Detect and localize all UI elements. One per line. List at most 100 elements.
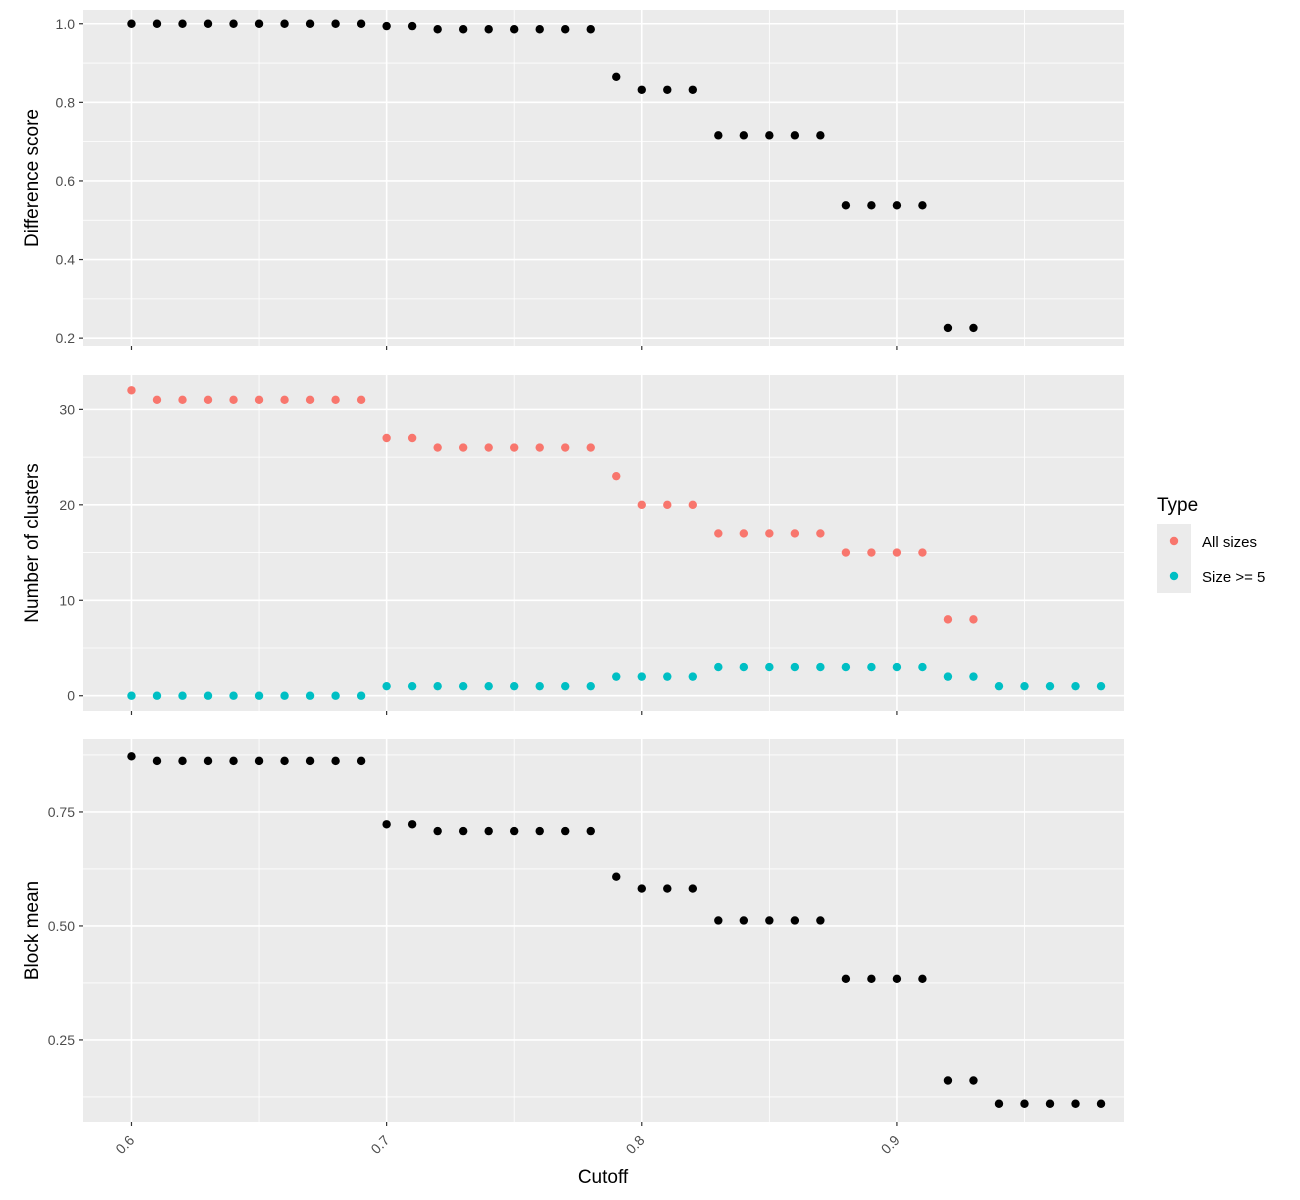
- data-point: [867, 662, 876, 672]
- data-point: [739, 916, 749, 925]
- data-point: [637, 884, 646, 893]
- x-tick-label: 0.6: [112, 1132, 137, 1157]
- y-tick-label: 0.25: [48, 1032, 75, 1048]
- data-point: [994, 681, 1004, 691]
- series-1: [127, 386, 978, 624]
- data-point: [509, 443, 519, 452]
- data-point: [407, 681, 417, 691]
- data-point: [509, 681, 519, 691]
- data-point: [203, 395, 213, 405]
- data-point: [382, 681, 391, 691]
- data-point: [969, 672, 978, 681]
- data-point: [663, 85, 672, 94]
- data-point: [305, 19, 315, 28]
- data-point: [280, 756, 289, 766]
- data-point: [152, 691, 162, 700]
- data-point: [458, 826, 468, 836]
- data-point: [407, 21, 417, 31]
- data-point: [867, 974, 876, 984]
- data-point: [739, 131, 749, 140]
- data-point: [790, 916, 800, 925]
- data-point: [688, 500, 698, 510]
- data-point: [612, 872, 621, 881]
- data-point: [1071, 681, 1080, 691]
- data-point: [356, 19, 366, 28]
- data-point: [484, 25, 493, 34]
- data-point: [458, 443, 468, 452]
- data-point: [841, 662, 851, 672]
- panel-2: 0 10 20 30 Number of clusters: [22, 375, 1124, 715]
- panel-1: 0.2 0.4 0.6 0.8 1.0 Difference score: [22, 10, 1124, 350]
- data-point: [152, 756, 162, 766]
- data-point: [407, 433, 417, 443]
- data-point: [254, 691, 264, 700]
- data-point: [586, 826, 595, 836]
- data-point: [203, 691, 213, 700]
- data-point: [765, 916, 774, 925]
- data-point: [127, 752, 136, 761]
- data-point: [484, 681, 493, 691]
- data-point: [739, 662, 749, 672]
- data-point: [509, 826, 519, 836]
- data-point: [203, 756, 213, 766]
- data-point: [586, 681, 595, 691]
- data-point: [969, 615, 978, 624]
- data-point: [1020, 1099, 1029, 1108]
- data-point: [994, 1099, 1004, 1108]
- data-point: [561, 826, 570, 836]
- y-tick-label: 20: [59, 497, 75, 513]
- data-point: [229, 19, 238, 28]
- y-tick-label: 0.2: [56, 330, 76, 346]
- panels-group: 0.2 0.4 0.6 0.8 1.0 Difference score 0 10 20 30 Nu…: [22, 10, 1124, 1126]
- legend-label-all-sizes: All sizes: [1202, 534, 1257, 551]
- data-point: [203, 19, 213, 28]
- data-point: [790, 131, 800, 140]
- data-point: [178, 395, 187, 405]
- data-point: [484, 443, 493, 452]
- y-tick-label: 10: [59, 592, 75, 608]
- data-point: [816, 662, 825, 672]
- x-tick-label: 0.7: [367, 1132, 392, 1157]
- data-point: [586, 443, 595, 452]
- data-point: [229, 691, 238, 700]
- data-point: [1020, 681, 1029, 691]
- data-point: [943, 1076, 953, 1085]
- data-point: [178, 691, 187, 700]
- data-point: [229, 756, 238, 766]
- data-point: [637, 85, 646, 94]
- data-point: [892, 201, 902, 210]
- data-point: [714, 916, 723, 925]
- legend-label-size-5: Size >= 5: [1202, 569, 1265, 586]
- data-point: [458, 681, 468, 691]
- data-point: [867, 548, 876, 557]
- data-point: [663, 672, 672, 681]
- data-point: [714, 662, 723, 672]
- data-point: [433, 826, 442, 836]
- data-point: [867, 201, 876, 210]
- legend-key-all-sizes: [1169, 536, 1179, 546]
- series-1: [127, 19, 978, 333]
- data-point: [765, 662, 774, 672]
- data-point: [484, 826, 493, 836]
- series-1: [127, 752, 1106, 1108]
- y-tick-label: 0.50: [48, 918, 75, 934]
- data-point: [254, 395, 264, 405]
- data-point: [765, 131, 774, 140]
- x-tick-label: 0.9: [878, 1132, 903, 1157]
- data-point: [1045, 1099, 1055, 1108]
- data-point: [816, 529, 825, 538]
- data-point: [561, 681, 570, 691]
- data-point: [535, 681, 544, 691]
- data-point: [305, 756, 315, 766]
- data-point: [612, 672, 621, 681]
- data-point: [892, 974, 902, 984]
- data-point: [816, 131, 825, 140]
- data-point: [331, 19, 340, 28]
- data-point: [739, 529, 749, 538]
- data-point: [407, 820, 417, 829]
- data-point: [382, 820, 391, 829]
- data-point: [305, 691, 315, 700]
- data-point: [586, 25, 595, 34]
- data-point: [841, 201, 851, 210]
- data-point: [943, 323, 953, 333]
